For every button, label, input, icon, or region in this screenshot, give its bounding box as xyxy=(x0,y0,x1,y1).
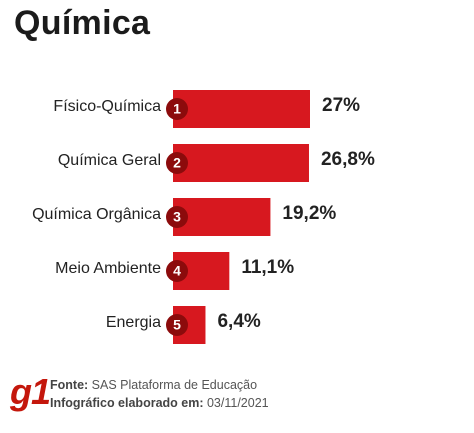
source-line: Fonte: SAS Plataforma de Educação xyxy=(50,378,257,392)
bar xyxy=(173,90,310,128)
category-label: Energia xyxy=(106,314,161,331)
value-label: 11,1% xyxy=(241,257,294,278)
rank-number: 4 xyxy=(173,263,181,279)
category-label: Química Geral xyxy=(58,152,161,169)
rank-number: 3 xyxy=(173,209,181,225)
credit-line: Infográfico elaborado em: 03/11/2021 xyxy=(50,396,269,410)
value-label: 27% xyxy=(322,95,360,116)
rank-number: 5 xyxy=(173,317,181,333)
g1-logo: g1 xyxy=(10,371,51,412)
category-label: Química Orgânica xyxy=(32,206,161,223)
category-label: Meio Ambiente xyxy=(55,260,161,277)
credit-label: Infográfico elaborado em: xyxy=(50,396,204,410)
rank-badge xyxy=(166,152,188,174)
rank-badge xyxy=(166,314,188,336)
value-label: 26,8% xyxy=(321,149,375,170)
chart-title: Química xyxy=(14,4,151,42)
bar xyxy=(173,144,309,182)
source-value: SAS Plataforma de Educação xyxy=(91,378,258,392)
rank-badge xyxy=(166,98,188,120)
rank-number: 2 xyxy=(173,155,181,171)
category-label: Físico-Química xyxy=(53,98,161,115)
footer: g1 Fonte: SAS Plataforma de Educação Inf… xyxy=(0,368,474,433)
rank-badge xyxy=(166,260,188,282)
rank-number: 1 xyxy=(173,101,181,117)
value-label: 19,2% xyxy=(282,203,336,224)
bar xyxy=(173,198,271,236)
credit-value: 03/11/2021 xyxy=(206,396,269,410)
rank-badge xyxy=(166,206,188,228)
bar-chart: Físico-Química 1 27% Química Geral 2 26,8% Quí… xyxy=(32,90,375,344)
source-label: Fonte: xyxy=(50,378,89,392)
value-label: 6,4% xyxy=(217,311,260,332)
